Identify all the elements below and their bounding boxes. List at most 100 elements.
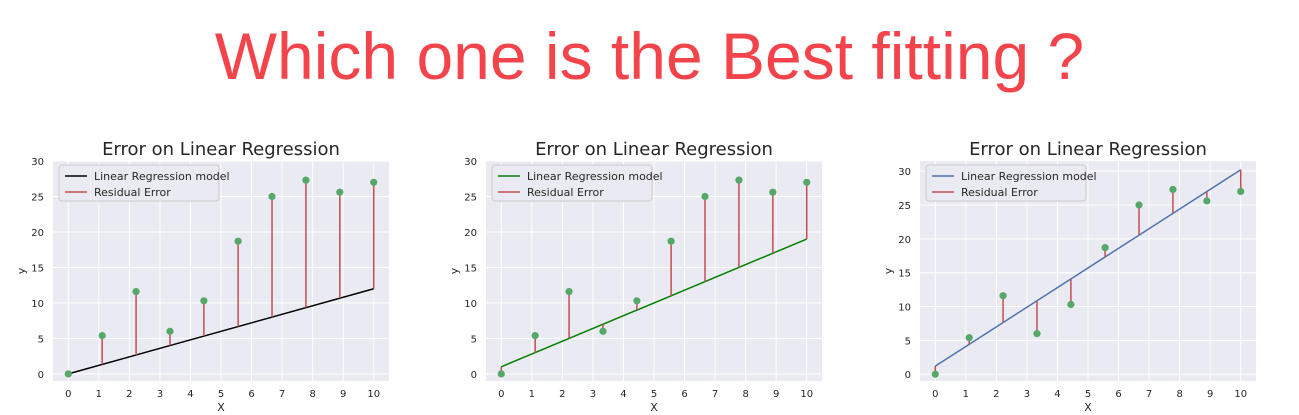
- data-point: [234, 237, 242, 245]
- legend: [491, 164, 653, 202]
- y-tick-label: 30: [31, 157, 44, 168]
- chart-black-fit: 0 1 2 3 4 5 6 7 8 9 10 0 5 10 15 20 25 30 Error on Linear …: [15, 139, 389, 414]
- data-point: [633, 297, 641, 305]
- x-tick-label: 5: [218, 389, 224, 400]
- x-tick-label: 6: [248, 389, 254, 400]
- y-tick-label: 30: [898, 167, 911, 178]
- data-point: [1169, 185, 1177, 194]
- x-tick-label: 0: [498, 389, 504, 400]
- data-point: [1101, 244, 1109, 252]
- data-point: [531, 331, 539, 340]
- y-tick-label: 10: [898, 303, 911, 314]
- x-axis-label: X: [217, 401, 225, 414]
- x-tick-label: 10: [1234, 389, 1247, 400]
- x-tick-label: 4: [620, 389, 626, 400]
- data-point: [1237, 187, 1245, 196]
- legend-label-model: Linear Regression model: [527, 170, 663, 183]
- x-tick-label: 7: [1146, 389, 1152, 400]
- data-point: [132, 287, 140, 296]
- data-point: [200, 297, 208, 305]
- x-tick-label: 1: [963, 389, 969, 400]
- y-tick-label: 5: [905, 336, 911, 347]
- x-tick-label: 6: [681, 389, 687, 400]
- y-tick-label: 5: [471, 334, 477, 345]
- x-tick-label: 2: [126, 389, 132, 400]
- data-point: [302, 176, 310, 184]
- x-tick-label: 8: [309, 389, 315, 400]
- x-tick-label: 0: [65, 389, 71, 400]
- regression-line: [68, 288, 374, 375]
- x-tick-label: 1: [96, 389, 102, 400]
- x-tick-label: 2: [559, 389, 565, 400]
- legend-label-model: Linear Regression model: [961, 170, 1097, 183]
- data-point: [268, 192, 276, 201]
- x-tick-label: 3: [157, 389, 163, 400]
- y-tick-label: 20: [898, 235, 911, 246]
- y-tick-label: 0: [471, 370, 477, 381]
- x-tick-label: 8: [1176, 389, 1182, 400]
- x-tick-label: 3: [1024, 389, 1030, 400]
- x-tick-label: 4: [187, 389, 193, 400]
- y-tick-label: 10: [31, 299, 44, 310]
- data-point: [931, 370, 939, 378]
- y-axis-label: y: [882, 267, 895, 274]
- x-axis-label: X: [650, 401, 658, 414]
- x-tick-label: 0: [932, 389, 938, 400]
- x-tick-label: 2: [993, 389, 999, 400]
- y-tick-label: 15: [898, 269, 911, 280]
- x-tick-label: 1: [529, 389, 535, 400]
- chart-title: Error on Linear Regression: [102, 139, 340, 160]
- x-tick-label: 8: [742, 389, 748, 400]
- x-tick-label: 10: [367, 389, 380, 400]
- data-point: [701, 192, 709, 201]
- data-point: [999, 292, 1007, 300]
- x-tick-label: 9: [340, 389, 346, 400]
- y-tick-label: 30: [464, 157, 477, 168]
- data-point: [667, 237, 675, 245]
- y-tick-label: 5: [38, 334, 44, 345]
- page-title: Which one is the Best fitting ?: [214, 19, 1085, 93]
- y-tick-label: 15: [464, 263, 477, 274]
- y-tick-label: 10: [464, 299, 477, 310]
- x-tick-label: 7: [712, 389, 718, 400]
- legend-label-residual: Residual Error: [527, 186, 604, 199]
- data-point: [336, 188, 344, 196]
- legend-label-model: Linear Regression model: [94, 170, 230, 183]
- data-point: [1033, 330, 1041, 338]
- chart-green-fit: 0 1 2 3 4 5 6 7 8 9 10 0 5 10 15 20 25 30 Error on Linear …: [448, 139, 822, 414]
- x-axis-label: X: [1084, 401, 1092, 414]
- regression-line: [934, 169, 1242, 367]
- x-tick-label: 5: [1085, 389, 1091, 400]
- x-tick-label: 7: [279, 389, 285, 400]
- data-point: [98, 331, 106, 340]
- chart-blue-fit: 0 1 2 3 4 5 6 7 8 9 10 0 5 10 15 20 25 30 Error on Linear …: [882, 139, 1256, 414]
- data-point: [565, 287, 573, 296]
- legend: [925, 164, 1087, 202]
- y-tick-label: 25: [31, 192, 44, 203]
- x-tick-label: 3: [590, 389, 596, 400]
- y-tick-label: 15: [31, 263, 44, 274]
- y-tick-label: 20: [464, 228, 477, 239]
- legend-label-residual: Residual Error: [94, 186, 171, 199]
- data-point: [599, 327, 607, 335]
- x-tick-label: 9: [1207, 389, 1213, 400]
- data-point: [64, 370, 72, 378]
- legend-label-residual: Residual Error: [961, 186, 1038, 199]
- x-tick-label: 4: [1054, 389, 1060, 400]
- chart-title: Error on Linear Regression: [535, 139, 773, 160]
- y-tick-label: 25: [898, 201, 911, 212]
- x-tick-label: 9: [773, 389, 779, 400]
- regression-line: [500, 238, 808, 368]
- data-point: [1203, 197, 1211, 205]
- data-point: [735, 176, 743, 184]
- chart-title: Error on Linear Regression: [969, 139, 1207, 160]
- x-tick-label: 5: [651, 389, 657, 400]
- data-point: [769, 188, 777, 196]
- y-tick-label: 25: [464, 192, 477, 203]
- x-tick-label: 6: [1115, 389, 1121, 400]
- data-point: [1067, 300, 1075, 309]
- y-tick-label: 0: [905, 370, 911, 381]
- data-point: [497, 370, 505, 378]
- data-point: [370, 178, 378, 186]
- x-tick-label: 10: [800, 389, 813, 400]
